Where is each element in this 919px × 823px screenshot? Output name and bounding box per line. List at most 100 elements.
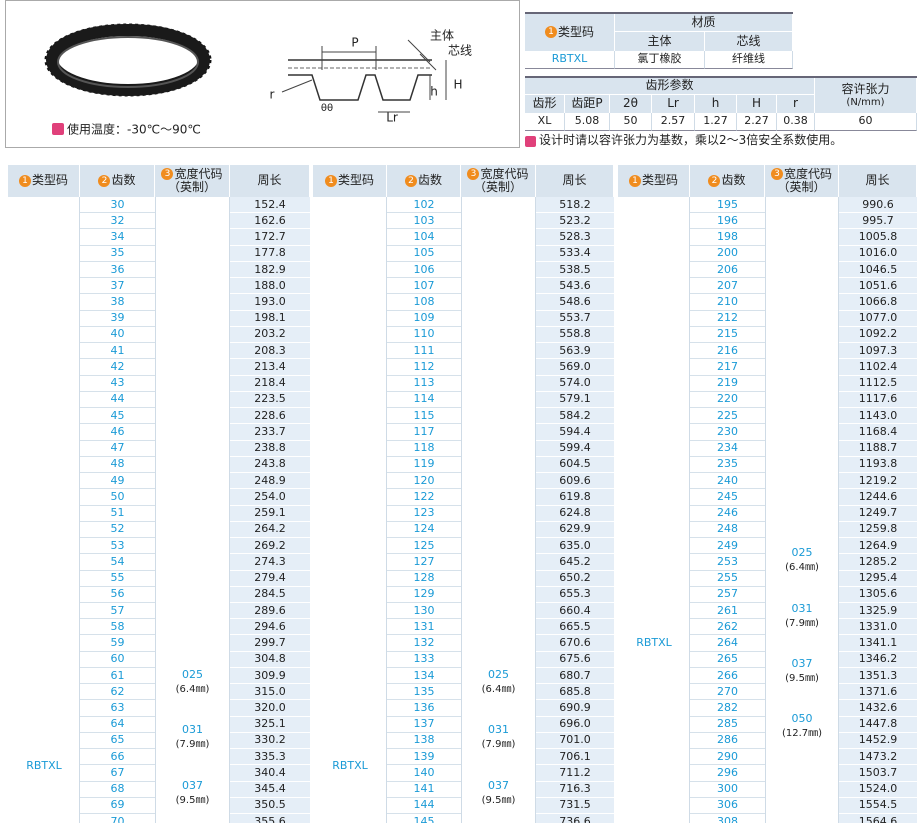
length-cell: 690.9: [536, 700, 614, 717]
length-cell: 579.1: [536, 391, 614, 409]
teeth-cell: 207: [690, 278, 765, 295]
length-cell: 1295.4: [839, 570, 917, 587]
length-cell: 1503.7: [839, 765, 917, 782]
label-core: 芯线: [448, 44, 472, 58]
teeth-cell: 43: [80, 376, 155, 392]
usage-text: 使用温度：-30℃～90℃: [67, 122, 201, 137]
teeth-cell: 129: [387, 587, 461, 603]
teeth-cell: 44: [80, 392, 155, 409]
teeth-cell: 62: [80, 684, 155, 701]
badge: 1: [544, 26, 557, 39]
width-mm: (9.5㎜): [175, 794, 210, 806]
length-cell: 523.2: [536, 213, 614, 230]
length-cell: 274.3: [230, 554, 310, 571]
header-line: 1 类型码: [324, 174, 374, 187]
column-header: 周长: [230, 165, 310, 197]
tension-header: 容许张力 (N/mm): [815, 78, 917, 113]
length-cell: 670.6: [536, 635, 614, 652]
length-cell: 1005.8: [839, 229, 917, 246]
length-cell: 1077.0: [839, 310, 917, 327]
teeth-cell: 38: [80, 294, 155, 311]
dimension-lines: [281, 39, 447, 113]
length-cell: 696.0: [536, 716, 614, 733]
teeth-cell: 125: [387, 538, 461, 555]
badge: 3: [161, 168, 174, 181]
length-cell: 193.0: [230, 294, 310, 311]
column-header: 周长: [536, 165, 614, 197]
param-header: 齿距P: [565, 95, 610, 113]
note: 设计时请以容许张力为基数，乘以2～3倍安全系数使用。: [525, 132, 917, 150]
teeth-cell: 114: [387, 392, 461, 409]
teeth-cell: 51: [80, 506, 155, 522]
teeth-cell: 131: [387, 619, 461, 636]
teeth-cell: 132: [387, 635, 461, 652]
teeth-cell: 217: [690, 359, 765, 376]
length-cell: 1264.9: [839, 538, 917, 555]
width-mm: (9.5㎜): [785, 672, 819, 684]
length-cell: 233.7: [230, 424, 310, 441]
param-header: Lr: [652, 95, 695, 113]
param-header: r: [777, 95, 815, 113]
length-cell: 269.2: [230, 538, 310, 555]
teeth-cell: 140: [387, 765, 461, 782]
badge: 3: [770, 168, 783, 181]
type-cell: RBTXL: [636, 635, 672, 649]
header-line: 3 宽度代码: [770, 167, 832, 181]
teeth-cell: 53: [80, 538, 155, 555]
length-cell: 1473.2: [839, 749, 917, 766]
param-cell: 2.27: [737, 113, 777, 131]
length-cell: 619.8: [536, 489, 614, 506]
length-cell: 1016.0: [839, 245, 917, 262]
param-header: 齿形: [525, 95, 565, 113]
length-cell: 294.6: [230, 619, 310, 636]
length-cell: 1143.0: [839, 408, 917, 425]
teeth-cell: 112: [387, 359, 461, 376]
material-cell: 氯丁橡胶: [615, 51, 705, 69]
teeth-cell: 249: [690, 538, 765, 555]
teeth-cell: 106: [387, 262, 461, 279]
length-cell: 1325.9: [839, 603, 917, 620]
tension-unit: (N/mm): [846, 96, 885, 108]
length-cell: 1341.1: [839, 635, 917, 652]
teeth-cell: 225: [690, 408, 765, 425]
length-cell: 355.6: [230, 814, 310, 823]
header-line: 3 宽度代码: [467, 167, 529, 181]
teeth-cell: 212: [690, 311, 765, 327]
length-cell: 152.4: [230, 197, 310, 214]
length-cell: 1097.3: [839, 343, 917, 360]
note-text: 设计时请以容许张力为基数，乘以2～3倍安全系数使用。: [539, 133, 843, 148]
teeth-cell: 200: [690, 246, 765, 262]
teeth-cell: 266: [690, 668, 765, 685]
length-cell: 1432.6: [839, 700, 917, 717]
length-cell: 594.4: [536, 424, 614, 441]
length-cell: 279.4: [230, 570, 310, 587]
header-line: 周长: [562, 174, 586, 187]
length-cell: 1066.8: [839, 294, 917, 311]
teeth-cell: 196: [690, 213, 765, 230]
teeth-cell: 42: [80, 359, 155, 376]
length-cell: 208.3: [230, 343, 310, 360]
length-cell: 259.1: [230, 505, 310, 522]
width-code: 025: [182, 667, 203, 681]
length-cell: 624.8: [536, 505, 614, 522]
header-sub: （英制）: [167, 180, 216, 194]
length-cell: 1168.4: [839, 424, 917, 441]
length-cell: 172.7: [230, 229, 310, 246]
length-cell: 1117.6: [839, 391, 917, 409]
length-cell: 248.9: [230, 473, 310, 490]
width-mm: (6.4㎜): [785, 561, 819, 573]
teeth-cell: 111: [387, 343, 461, 360]
length-cell: 264.2: [230, 521, 310, 539]
teeth-cell: 40: [80, 327, 155, 344]
type-column: [618, 197, 690, 823]
header-text: 齿数: [111, 173, 136, 188]
badge: 1: [324, 174, 337, 187]
header-line: 1 类型码: [544, 25, 594, 39]
teeth-cell: 69: [80, 798, 155, 815]
teeth-cell: 63: [80, 700, 155, 717]
material-header: 材质: [615, 14, 793, 32]
column-header: 2 齿数: [80, 165, 155, 197]
param-cell: XL: [525, 113, 565, 131]
teeth-cell: 50: [80, 489, 155, 506]
length-cell: 1046.5: [839, 261, 917, 279]
